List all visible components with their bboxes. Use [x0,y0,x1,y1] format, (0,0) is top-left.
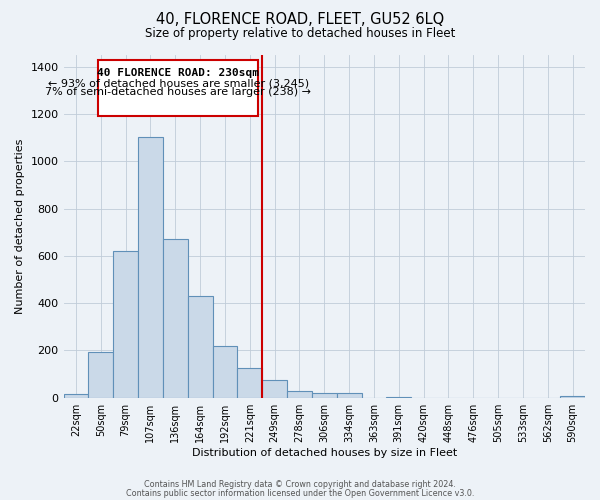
Bar [113,251,138,398]
Bar [312,393,337,398]
X-axis label: Distribution of detached houses by size in Fleet: Distribution of detached houses by size … [191,448,457,458]
Bar [287,390,312,398]
Bar [386,396,411,398]
Bar [88,352,113,398]
Y-axis label: Number of detached properties: Number of detached properties [15,138,25,314]
Bar [138,136,163,398]
Bar [163,240,188,398]
Bar [212,346,238,398]
Bar [560,396,585,398]
Text: Size of property relative to detached houses in Fleet: Size of property relative to detached ho… [145,28,455,40]
FancyBboxPatch shape [98,60,259,116]
Bar [64,394,88,398]
Text: ← 93% of detached houses are smaller (3,245): ← 93% of detached houses are smaller (3,… [48,78,309,88]
Text: Contains public sector information licensed under the Open Government Licence v3: Contains public sector information licen… [126,488,474,498]
Bar [337,393,362,398]
Text: 7% of semi-detached houses are larger (238) →: 7% of semi-detached houses are larger (2… [46,87,311,97]
Text: 40, FLORENCE ROAD, FLEET, GU52 6LQ: 40, FLORENCE ROAD, FLEET, GU52 6LQ [156,12,444,28]
Text: Contains HM Land Registry data © Crown copyright and database right 2024.: Contains HM Land Registry data © Crown c… [144,480,456,489]
Text: 40 FLORENCE ROAD: 230sqm: 40 FLORENCE ROAD: 230sqm [97,68,259,78]
Bar [262,380,287,398]
Bar [188,296,212,398]
Bar [238,368,262,398]
